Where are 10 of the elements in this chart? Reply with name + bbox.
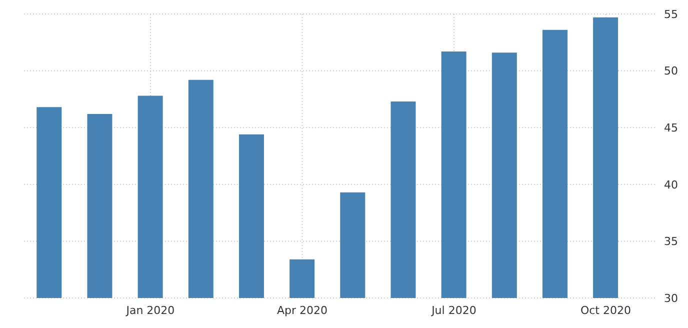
x-tick-label: Oct 2020 [580, 304, 631, 317]
y-tick-label: 30 [664, 292, 678, 305]
y-tick-label: 55 [664, 8, 678, 21]
y-tick-label: 35 [664, 235, 678, 248]
x-tick-label: Jan 2020 [125, 304, 175, 317]
y-tick-label: 45 [664, 122, 678, 135]
y-tick-label: 50 [664, 64, 678, 78]
x-tick-label: Apr 2020 [276, 304, 328, 317]
y-tick-label: 40 [664, 178, 678, 192]
x-tick-label: Jul 2020 [430, 304, 476, 317]
